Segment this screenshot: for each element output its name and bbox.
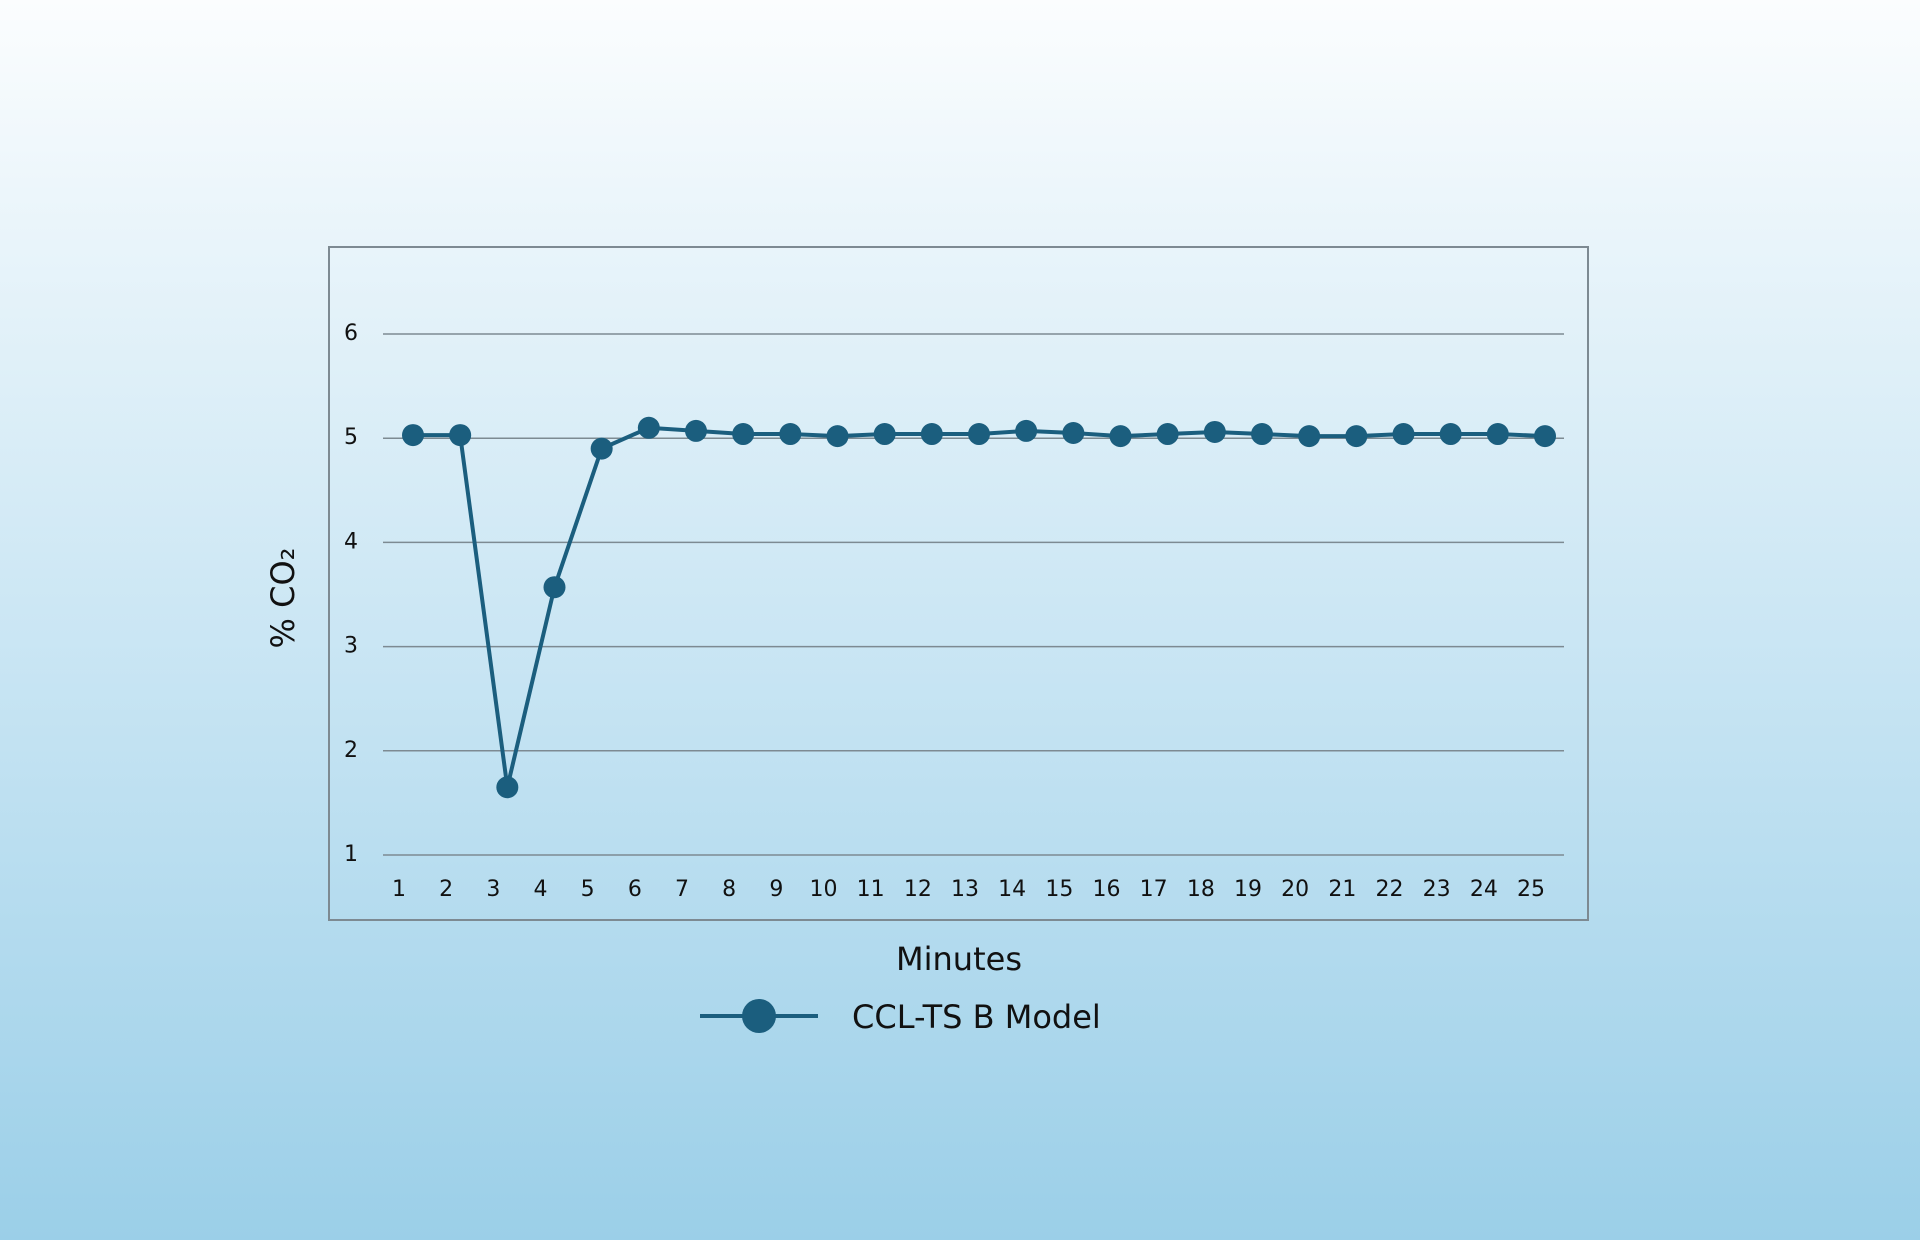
data-point [1392, 423, 1415, 446]
data-point [449, 424, 472, 447]
y-tick-label: 6 [344, 321, 358, 346]
data-point [873, 423, 896, 446]
data-point [1203, 420, 1226, 443]
data-point [732, 423, 755, 446]
x-tick-label: 14 [998, 877, 1026, 902]
x-tick-label: 10 [810, 877, 838, 902]
data-point [1062, 421, 1085, 444]
data-point [1534, 425, 1556, 448]
x-tick-label: 19 [1234, 877, 1262, 902]
x-tick-label: 7 [675, 877, 689, 902]
data-point [920, 423, 943, 446]
data-point [826, 425, 849, 448]
y-tick-label: 4 [344, 529, 358, 554]
data-point [1486, 423, 1509, 446]
data-point [1298, 425, 1321, 448]
x-tick-label: 8 [722, 877, 736, 902]
x-tick-label: 15 [1045, 877, 1073, 902]
y-tick-label: 1 [344, 842, 358, 867]
data-point [685, 419, 707, 442]
legend-label: CCL-TS B Model [852, 998, 1101, 1036]
data-point [1251, 423, 1273, 446]
y-axis-label: % CO₂ [264, 548, 302, 649]
data-point [1015, 419, 1038, 442]
data-point [779, 423, 802, 446]
x-tick-label: 3 [486, 877, 500, 902]
x-tick-label: 11 [857, 877, 885, 902]
data-point [1439, 423, 1462, 446]
x-tick-label: 4 [534, 877, 548, 902]
x-tick-label: 12 [904, 877, 932, 902]
x-tick-label: 22 [1376, 877, 1404, 902]
x-tick-label: 17 [1140, 877, 1168, 902]
data-point [402, 424, 424, 447]
plot-frame [328, 246, 1589, 921]
data-point [543, 576, 566, 599]
x-tick-label: 9 [769, 877, 783, 902]
data-point [1109, 425, 1132, 448]
y-tick-label: 5 [344, 425, 358, 450]
data-point [496, 776, 519, 799]
data-point [590, 437, 613, 460]
legend-marker [742, 999, 776, 1033]
data-point [637, 416, 660, 439]
data-point [1156, 423, 1179, 446]
x-tick-label: 2 [439, 877, 453, 902]
x-tick-label: 13 [951, 877, 979, 902]
data-point [1345, 425, 1368, 448]
x-tick-label: 6 [628, 877, 642, 902]
x-tick-label: 24 [1470, 877, 1498, 902]
x-tick-label: 1 [392, 877, 406, 902]
x-tick-label: 5 [581, 877, 595, 902]
data-point [968, 423, 990, 446]
x-tick-label: 25 [1517, 877, 1545, 902]
y-tick-label: 2 [344, 738, 358, 763]
y-tick-label: 3 [344, 634, 358, 659]
x-tick-label: 18 [1187, 877, 1215, 902]
x-tick-label: 20 [1281, 877, 1309, 902]
x-tick-label: 16 [1093, 877, 1121, 902]
x-axis-label: Minutes [896, 940, 1022, 978]
x-tick-label: 23 [1423, 877, 1451, 902]
x-tick-label: 21 [1328, 877, 1356, 902]
